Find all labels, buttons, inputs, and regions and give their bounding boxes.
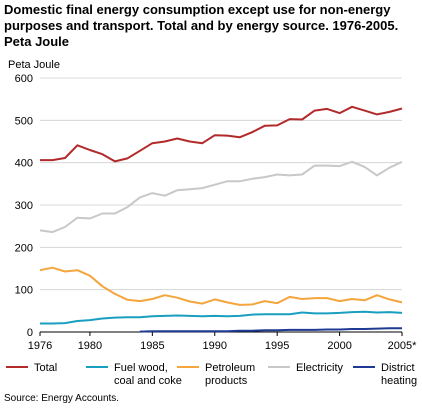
y-axis-label: Peta Joule <box>8 59 60 71</box>
y-tick-label: 100 <box>15 285 33 297</box>
x-tick-label: 1976 <box>28 340 52 352</box>
y-tick-label: 0 <box>27 327 33 339</box>
x-tick-label: 1990 <box>203 340 227 352</box>
x-tick-label: 2005* <box>388 340 417 352</box>
series-line-total <box>40 105 403 163</box>
legend-label: Electricity <box>296 362 344 374</box>
x-tick-label: 1985 <box>140 340 164 352</box>
series-line-district-heating <box>139 327 402 333</box>
y-tick-label: 300 <box>15 200 33 212</box>
x-tick-label: 1980 <box>78 340 102 352</box>
legend-label: Fuel wood, coal and coke <box>114 362 182 387</box>
series-line-petroleum-products <box>39 266 403 306</box>
y-tick-label: 400 <box>15 158 33 170</box>
legend: Total Fuel wood, coal and coke Petroleum pro… <box>6 362 417 387</box>
series-lines <box>39 105 403 333</box>
y-tick-labels: 0 100 200 300 400 500 600 <box>15 73 33 339</box>
x-tick-label: 2000 <box>327 340 351 352</box>
gridlines <box>40 77 402 333</box>
x-tick-labels: 1976 1980 1985 1990 1995 2000 2005* <box>28 332 417 352</box>
legend-label: Total <box>34 362 57 374</box>
chart-title: Domestic final energy consumption except… <box>4 2 399 49</box>
y-tick-label: 600 <box>15 73 33 85</box>
legend-label: Petroleum products <box>205 362 255 387</box>
series-line-electricity <box>39 160 403 234</box>
source-note: Source: Energy Accounts. <box>4 393 120 404</box>
series-line-fuel-wood-coal-and-coke <box>40 310 403 325</box>
y-tick-label: 500 <box>15 115 33 127</box>
y-tick-label: 200 <box>15 242 33 254</box>
x-tick-label: 1995 <box>265 340 289 352</box>
legend-label: District heating <box>381 362 417 387</box>
